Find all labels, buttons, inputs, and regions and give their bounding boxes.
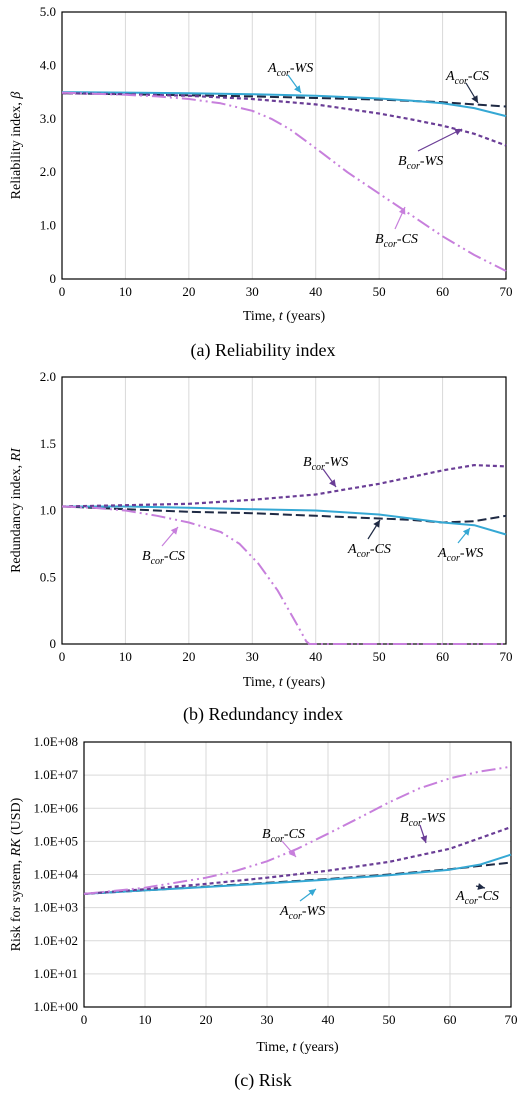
- y-tick-label: 0: [50, 636, 57, 651]
- x-tick-label: 70: [500, 649, 513, 664]
- series-label-acor-ws: Acor-WS: [267, 61, 313, 79]
- y-tick-label: 1.0: [40, 503, 56, 518]
- y-tick-label: 1.0E+05: [33, 833, 78, 848]
- annotation-arrowhead: [420, 835, 428, 843]
- annotation-arrowhead: [477, 883, 485, 890]
- annotation-arrowhead: [170, 527, 178, 535]
- plot-frame: [61, 11, 507, 280]
- annotation-arrowhead: [462, 528, 470, 536]
- x-tick-label: 10: [119, 649, 132, 664]
- x-tick-label: 20: [182, 284, 195, 299]
- y-tick-label: 1.0E+00: [33, 999, 78, 1014]
- series-label-acor-cs: Acor-CS: [455, 889, 499, 907]
- y-tick-label: 1.0: [40, 218, 56, 233]
- chart-panel-3: 0 10 20 30 40 50 60 70 1.0E+00 1.0E+01 1.0E+02 1.0E…: [9, 734, 518, 1091]
- series-line-bcor-ws: [61, 464, 507, 508]
- series-line-acor-ws: [61, 91, 507, 118]
- series-line-bcor-ws: [83, 826, 512, 895]
- series-label-acor-ws: Acor-WS: [279, 904, 325, 922]
- annotation-arrowhead: [398, 207, 406, 215]
- x-tick-label: 60: [444, 1012, 457, 1027]
- x-tick-label: 40: [322, 1012, 335, 1027]
- series-line-bcor-cs: [83, 765, 512, 895]
- x-tick-label: 40: [309, 284, 322, 299]
- x-tick-label: 70: [500, 284, 513, 299]
- annotation-arrowhead: [288, 849, 296, 857]
- y-tick-label: 3.0: [40, 111, 56, 126]
- x-tick-label: 50: [373, 649, 386, 664]
- x-tick-label: 10: [119, 284, 132, 299]
- panel-caption: (a) Reliability index: [191, 340, 336, 361]
- panel-caption: (c) Risk: [234, 1070, 292, 1091]
- series-line-bcor-cs: [61, 505, 506, 645]
- annotation-arrowhead: [294, 85, 301, 93]
- x-tick-label: 0: [59, 649, 66, 664]
- y-axis-label: Reliability index, β: [9, 92, 24, 200]
- x-tick-label: 30: [246, 649, 259, 664]
- series-label-bcor-cs: Bcor-CS: [142, 549, 185, 567]
- plot-frame: [61, 376, 507, 645]
- series-label-bcor-cs: Bcor-CS: [262, 827, 305, 845]
- x-tick-label: 60: [436, 649, 449, 664]
- x-tick-label: 10: [139, 1012, 152, 1027]
- series-label-acor-cs: Acor-CS: [445, 69, 489, 87]
- series-line-acor-cs: [61, 505, 507, 524]
- x-tick-label: 0: [59, 284, 66, 299]
- y-tick-label: 0.5: [40, 569, 56, 584]
- x-tick-label: 20: [182, 649, 195, 664]
- y-tick-label: 1.0E+04: [33, 867, 78, 882]
- y-tick-label: 1.0E+01: [33, 966, 78, 981]
- y-axis-label: Redundancy index, RI: [9, 447, 24, 573]
- x-tick-label: 60: [436, 284, 449, 299]
- y-tick-label: 2.0: [40, 369, 56, 384]
- series-line-bcor-ws: [61, 92, 507, 147]
- y-axis-label: Risk for system, RK (USD): [9, 797, 24, 951]
- series-line-bcor-cs: [61, 91, 507, 272]
- x-tick-label: 30: [246, 284, 259, 299]
- series-label-bcor-ws: Bcor-WS: [303, 455, 348, 473]
- y-tick-label: 1.0E+08: [33, 734, 78, 749]
- y-tick-label: 4.0: [40, 57, 56, 72]
- annotation-arrowhead: [329, 479, 336, 487]
- series-label-bcor-ws: Bcor-WS: [398, 154, 443, 172]
- series-line-acor-ws: [62, 505, 507, 536]
- x-tick-label: 70: [505, 1012, 518, 1027]
- annotation-arrowhead: [471, 95, 478, 103]
- annotation-arrowhead: [308, 889, 316, 896]
- series-line-acor-ws: [83, 853, 512, 895]
- x-tick-label: 50: [383, 1012, 396, 1027]
- x-tick-label: 50: [373, 284, 386, 299]
- y-tick-label: 1.5: [40, 436, 56, 451]
- y-tick-label: 5.0: [40, 4, 56, 19]
- annotation-arrowhead: [373, 520, 380, 528]
- x-tick-label: 20: [200, 1012, 213, 1027]
- x-tick-label: 30: [261, 1012, 274, 1027]
- chart-panel-1: 0 10 20 30 40 50 60 70 0 1.0 2.0 3.0 4.0 5.0 Time, t (…: [9, 4, 513, 361]
- y-tick-label: 0: [50, 271, 57, 286]
- series-label-acor-cs: Acor-CS: [347, 542, 391, 560]
- y-tick-label: 2.0: [40, 164, 56, 179]
- annotation-arrowhead: [454, 129, 462, 136]
- series-label-bcor-ws: Bcor-WS: [400, 811, 445, 829]
- y-tick-label: 1.0E+02: [33, 933, 78, 948]
- series-label-acor-ws: Acor-WS: [437, 546, 483, 564]
- y-tick-label: 1.0E+03: [33, 900, 78, 915]
- x-tick-label: 40: [309, 649, 322, 664]
- x-axis-label: Time, t (years): [243, 309, 326, 324]
- x-axis-label: Time, t (years): [256, 1040, 339, 1055]
- chart-panel-2: 0 10 20 30 40 50 60 70 0 0.5 1.0 1.5 2.0 Time, t (yea…: [9, 369, 513, 725]
- y-tick-label: 1.0E+07: [33, 767, 78, 782]
- plot-frame: [83, 741, 512, 1008]
- x-tick-label: 0: [81, 1012, 88, 1027]
- panel-caption: (b) Redundancy index: [183, 704, 343, 725]
- annotation-arrow: [417, 128, 463, 152]
- series-label-bcor-cs: Bcor-CS: [375, 232, 418, 250]
- y-tick-label: 1.0E+06: [33, 800, 78, 815]
- x-axis-label: Time, t (years): [243, 675, 326, 690]
